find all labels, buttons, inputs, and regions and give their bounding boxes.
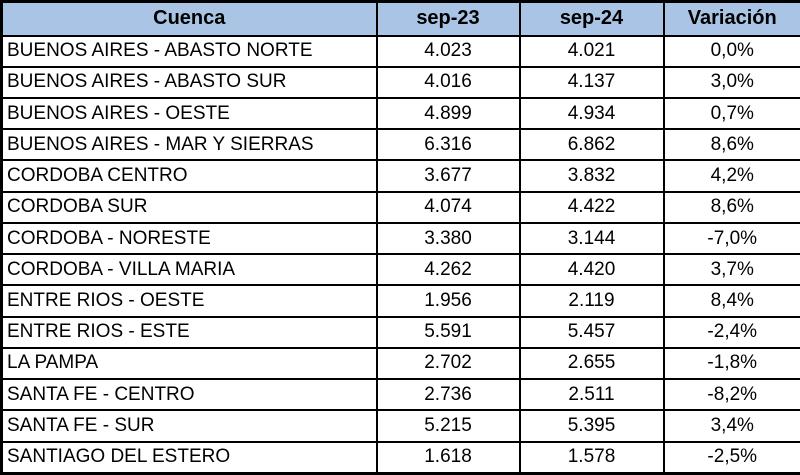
sep-24-cell: 6.862 [518, 128, 665, 162]
table-row: BUENOS AIRES - MAR Y SIERRAS 6.316 6.862 8,… [0, 128, 800, 162]
cuenca-cell: CORDOBA CENTRO [0, 159, 378, 193]
table-header: Cuenca sep-23 sep-24 Variación [0, 0, 800, 37]
table-row: BUENOS AIRES - ABASTO SUR 4.016 4.137 3,0% [0, 65, 800, 99]
table-row: CORDOBA - NORESTE 3.380 3.144 -7,0% [0, 221, 800, 256]
sep-24-cell: 4.420 [518, 253, 665, 287]
cuenca-cell: LA PAMPA [0, 346, 378, 381]
variacion-cell: -8,2% [662, 378, 800, 412]
table-row: CORDOBA CENTRO 3.677 3.832 4,2% [0, 159, 800, 193]
table-row: SANTIAGO DEL ESTERO 1.618 1.578 -2,5% [0, 440, 800, 475]
sep-23-cell: 4.016 [375, 65, 521, 99]
sep-24-cell: 3.832 [518, 159, 665, 193]
sep-24-cell: 4.934 [518, 96, 665, 131]
table-row: ENTRE RIOS - OESTE 1.956 2.119 8,4% [0, 284, 800, 318]
variacion-cell: -1,8% [662, 346, 800, 381]
sep-23-cell: 4.899 [375, 96, 521, 131]
variacion-cell: -2,5% [662, 440, 800, 475]
sep-23-cell: 2.736 [375, 378, 521, 412]
sep-24-cell: 5.457 [518, 315, 665, 349]
variacion-cell: -7,0% [662, 221, 800, 256]
table-body: BUENOS AIRES - ABASTO NORTE 4.023 4.021 0,0… [0, 34, 800, 475]
sep-23-cell: 3.380 [375, 221, 521, 256]
sep-23-cell: 6.316 [375, 128, 521, 162]
sep-23-cell: 5.591 [375, 315, 521, 349]
header-row: Cuenca sep-23 sep-24 Variación [0, 0, 800, 37]
cuenca-cell: CORDOBA - VILLA MARIA [0, 253, 378, 287]
variacion-cell: 0,0% [662, 34, 800, 68]
cuenca-cell: ENTRE RIOS - OESTE [0, 284, 378, 318]
header-sep-24: sep-24 [518, 0, 665, 37]
variacion-cell: -2,4% [662, 315, 800, 349]
table-row: SANTA FE - CENTRO 2.736 2.511 -8,2% [0, 378, 800, 412]
header-cuenca: Cuenca [0, 0, 378, 37]
variacion-cell: 8,4% [662, 284, 800, 318]
sep-23-cell: 4.262 [375, 253, 521, 287]
cuenca-cell: CORDOBA SUR [0, 190, 378, 224]
cuenca-cell: ENTRE RIOS - ESTE [0, 315, 378, 349]
variacion-cell: 8,6% [662, 190, 800, 224]
sep-23-cell: 4.074 [375, 190, 521, 224]
header-sep-23: sep-23 [375, 0, 521, 37]
variacion-cell: 0,7% [662, 96, 800, 131]
cuenca-cell: SANTA FE - SUR [0, 409, 378, 443]
table-row: SANTA FE - SUR 5.215 5.395 3,4% [0, 409, 800, 443]
variacion-cell: 3,0% [662, 65, 800, 99]
table-row: LA PAMPA 2.702 2.655 -1,8% [0, 346, 800, 381]
table-row: ENTRE RIOS - ESTE 5.591 5.457 -2,4% [0, 315, 800, 349]
sep-23-cell: 1.956 [375, 284, 521, 318]
cuenca-cell: SANTA FE - CENTRO [0, 378, 378, 412]
sep-24-cell: 2.655 [518, 346, 665, 381]
sep-24-cell: 2.511 [518, 378, 665, 412]
cuenca-cell: SANTIAGO DEL ESTERO [0, 440, 378, 475]
table-row: BUENOS AIRES - OESTE 4.899 4.934 0,7% [0, 96, 800, 131]
table-row: CORDOBA SUR 4.074 4.422 8,6% [0, 190, 800, 224]
cuenca-cell: BUENOS AIRES - ABASTO NORTE [0, 34, 378, 68]
variacion-cell: 4,2% [662, 159, 800, 193]
cuenca-cell: BUENOS AIRES - OESTE [0, 96, 378, 131]
sep-23-cell: 5.215 [375, 409, 521, 443]
sep-24-cell: 1.578 [518, 440, 665, 475]
sep-23-cell: 3.677 [375, 159, 521, 193]
cuenca-cell: CORDOBA - NORESTE [0, 221, 378, 256]
sep-24-cell: 4.137 [518, 65, 665, 99]
variacion-cell: 3,7% [662, 253, 800, 287]
cuenca-cell: BUENOS AIRES - MAR Y SIERRAS [0, 128, 378, 162]
table-row: BUENOS AIRES - ABASTO NORTE 4.023 4.021 0,0… [0, 34, 800, 68]
sep-23-cell: 4.023 [375, 34, 521, 68]
table-row: CORDOBA - VILLA MARIA 4.262 4.420 3,7% [0, 253, 800, 287]
sep-23-cell: 2.702 [375, 346, 521, 381]
variacion-cell: 8,6% [662, 128, 800, 162]
header-variacion: Variación [662, 0, 800, 37]
sep-24-cell: 2.119 [518, 284, 665, 318]
sep-24-cell: 3.144 [518, 221, 665, 256]
sep-24-cell: 5.395 [518, 409, 665, 443]
cuenca-cell: BUENOS AIRES - ABASTO SUR [0, 65, 378, 99]
sep-23-cell: 1.618 [375, 440, 521, 475]
variacion-cell: 3,4% [662, 409, 800, 443]
sep-24-cell: 4.021 [518, 34, 665, 68]
sep-24-cell: 4.422 [518, 190, 665, 224]
